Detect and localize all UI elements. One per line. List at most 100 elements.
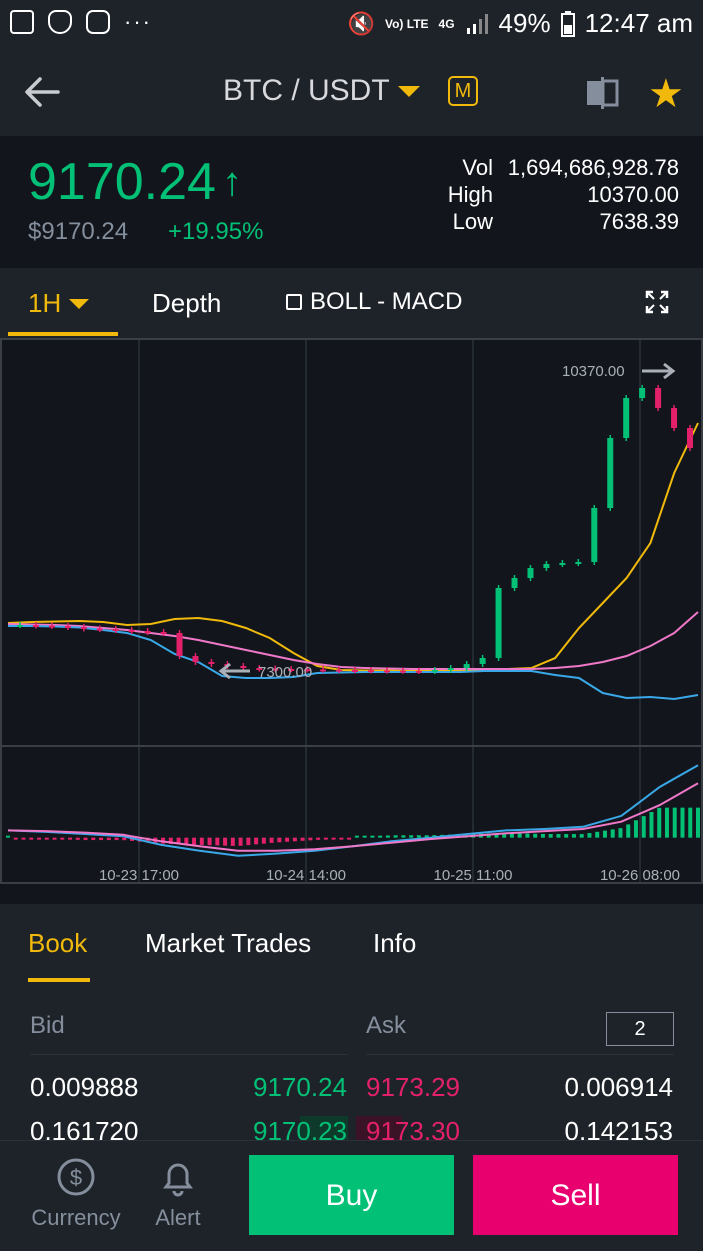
high-arrow-icon <box>642 362 676 380</box>
bottom-bar: $ Currency Alert Buy Sell <box>0 1140 703 1251</box>
macd-histogram-bar <box>680 807 685 838</box>
low-value: 7638.39 <box>599 209 679 234</box>
macd-histogram-bar <box>347 837 352 840</box>
fullscreen-icon[interactable] <box>645 290 669 314</box>
back-arrow-icon[interactable] <box>22 72 62 112</box>
tab-info[interactable]: Info <box>373 928 417 958</box>
macd-histogram-bar <box>192 837 197 845</box>
buy-button[interactable]: Buy <box>249 1155 454 1235</box>
bid-depth-bar <box>300 1116 348 1142</box>
macd-dea-line <box>7 782 699 852</box>
macd-histogram-bar <box>633 820 638 838</box>
candle-body <box>479 658 486 664</box>
currency-nav[interactable]: $ Currency <box>28 1155 124 1231</box>
macd-histogram-bar <box>649 812 654 838</box>
order-book: Bid Ask 2 0.009888 9170.24 9173.29 0.006… <box>0 982 703 1142</box>
bid-price: 9170.24 <box>253 1072 347 1102</box>
boll-line <box>7 611 699 670</box>
x-tick-label: 10-26 08:00 <box>600 867 680 884</box>
active-tab-indicator <box>28 978 90 982</box>
volte-indicator: Vo) LTE <box>384 16 429 31</box>
chart-canvas[interactable]: 10-23 17:00 10-24 14:00 10-25 11:00 10-26 0… <box>0 338 703 884</box>
ticker-panel: 9170.24 ↑ $9170.24 +19.95% Vol 1,694,686,… <box>0 136 703 268</box>
order-row[interactable]: 0.009888 9170.24 9173.29 0.006914 <box>0 1072 703 1116</box>
macd-histogram-bar <box>424 835 429 838</box>
macd-histogram-bar <box>533 833 538 838</box>
candle-body <box>320 669 327 672</box>
battery-percent: 49% <box>498 8 551 38</box>
candle-body <box>352 670 358 672</box>
pair-label: BTC / USDT <box>223 74 390 107</box>
tab-depth[interactable]: Depth <box>152 288 221 319</box>
macd-histogram-bar <box>83 837 88 841</box>
tab-interval[interactable]: 1H <box>28 288 90 319</box>
tab-book[interactable]: Book <box>28 928 88 958</box>
grid-lines <box>138 340 641 882</box>
macd-histogram-bar <box>223 837 228 846</box>
candle-body <box>128 630 135 632</box>
indicators-label: BOLL - MACD <box>310 288 463 315</box>
order-row[interactable]: 0.161720 9170.23 9173.30 0.142153 <box>0 1116 703 1142</box>
macd-histogram-bar <box>316 837 321 840</box>
vol-value: 1,694,686,928.78 <box>507 155 679 180</box>
alert-nav[interactable]: Alert <box>148 1155 208 1231</box>
kline-chart[interactable]: 10-23 17:00 10-24 14:00 10-25 11:00 10-26 0… <box>0 338 703 884</box>
candle-body <box>639 388 646 398</box>
chevron-down-icon <box>69 298 90 309</box>
candle-body <box>80 627 87 629</box>
depth-precision-selector[interactable]: 2 <box>606 1012 674 1046</box>
ask-price: 9173.29 <box>366 1072 460 1102</box>
x-tick-label: 10-24 14:00 <box>266 867 346 884</box>
divider <box>366 1054 674 1055</box>
macd-histogram-bar <box>106 837 111 841</box>
candle-body <box>607 438 614 508</box>
svg-text:$: $ <box>70 1165 82 1190</box>
macd-histogram-bar <box>91 837 96 841</box>
candle-body <box>463 664 470 668</box>
book-tabs: Book Market Trades Info <box>0 904 703 982</box>
macd-histogram-bar <box>13 837 18 840</box>
low-arrow-icon <box>218 662 250 680</box>
interval-label: 1H <box>28 288 62 318</box>
macd-histogram-bar <box>60 837 65 840</box>
status-bar: ··· 🔇 Vo) LTE 4G 49% 12:47 am <box>0 0 703 50</box>
pair-selector[interactable]: BTC / USDT <box>223 74 420 108</box>
macd-histogram-bar <box>540 834 545 838</box>
candle-body <box>240 666 247 668</box>
macd-histogram-bar <box>362 835 367 838</box>
brave-icon <box>48 10 72 34</box>
macd-histogram-bar <box>37 837 42 840</box>
macd-histogram-bar <box>323 837 328 840</box>
boll-line <box>8 625 699 701</box>
x-tick-label: 10-25 11:00 <box>434 867 513 884</box>
bid-quantity: 0.009888 <box>30 1072 139 1102</box>
macd-histogram-bar <box>184 837 189 845</box>
macd-histogram-bar <box>610 829 615 838</box>
tab-indicators[interactable]: BOLL - MACD <box>286 288 462 316</box>
sell-button[interactable]: Sell <box>473 1155 678 1235</box>
macd-histogram-bar <box>122 837 127 841</box>
macd-histogram-bar <box>21 837 26 840</box>
candle-body <box>48 625 55 628</box>
tab-market-trades[interactable]: Market Trades <box>145 928 312 958</box>
macd-histogram-bar <box>354 835 359 838</box>
macd-histogram-bar <box>688 807 693 838</box>
currency-label: Currency <box>31 1205 121 1230</box>
chart-border <box>0 338 703 884</box>
candle-body <box>336 669 343 672</box>
favorite-star-icon[interactable]: ★ <box>648 72 684 116</box>
candle-body <box>655 388 662 408</box>
candle-body <box>399 670 406 673</box>
divider <box>30 1054 348 1055</box>
candle-body <box>32 625 39 627</box>
macd-histogram-bar <box>52 837 57 840</box>
compare-icon[interactable] <box>585 77 619 109</box>
margin-badge[interactable]: M <box>448 76 478 106</box>
price-change: +19.95% <box>168 218 264 245</box>
candle-body <box>160 632 167 634</box>
macd-panel <box>6 764 700 857</box>
macd-histogram-bar <box>254 837 259 845</box>
gallery-icon <box>10 10 34 34</box>
macd-histogram-bar <box>261 837 266 844</box>
candle-body <box>543 564 550 568</box>
